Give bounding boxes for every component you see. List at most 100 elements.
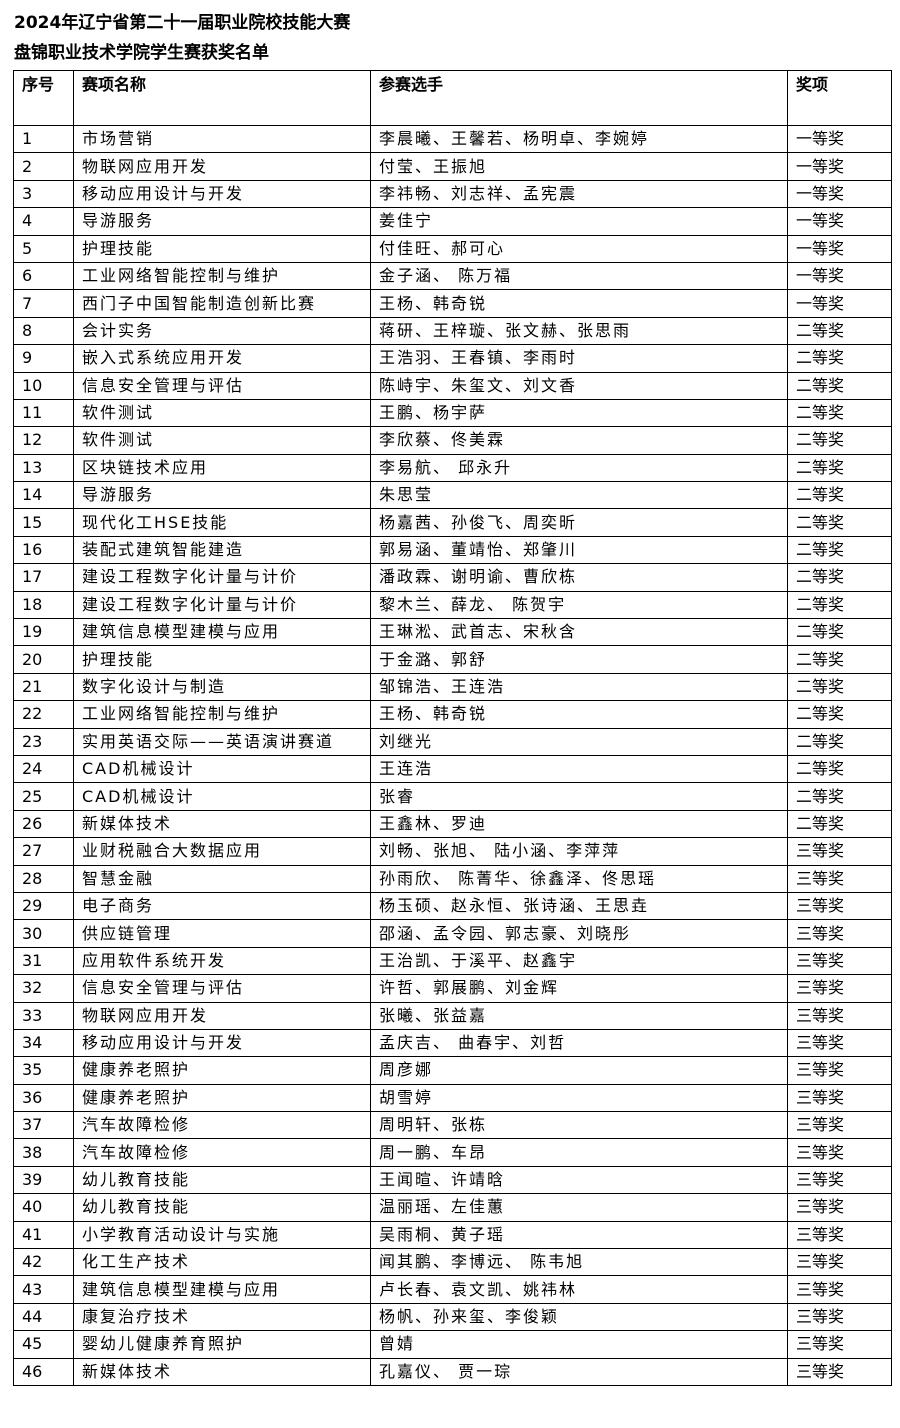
award-level: 三等奖	[787, 1248, 892, 1277]
table-row: 41 小学教育活动设计与实施 吴雨桐、黄子瑶 三等奖	[13, 1220, 892, 1250]
award-level: 三等奖	[787, 1220, 892, 1250]
header-event: 赛项名称	[73, 70, 371, 126]
award-level: 三等奖	[787, 837, 892, 866]
row-number: 44	[13, 1302, 74, 1332]
table-row: 7 西门子中国智能制造创新比赛 王杨、韩奇锐 一等奖	[13, 289, 892, 318]
table-row: 39 幼儿教育技能 王闻暄、许靖晗 三等奖	[13, 1165, 892, 1195]
award-level: 一等奖	[787, 289, 892, 318]
participants: 孔嘉仪、 贾一琮	[370, 1357, 788, 1386]
table-row: 15 现代化工HSE技能 杨嘉茜、孙俊飞、周奕昕 二等奖	[13, 508, 892, 537]
event-name: 智慧金融	[73, 864, 371, 893]
table-row: 18 建设工程数字化计量与计价 黎木兰、薛龙、 陈贺宇 二等奖	[13, 590, 892, 620]
row-number: 35	[13, 1056, 74, 1085]
participants: 许哲、郭展鹏、刘金辉	[370, 974, 788, 1003]
row-number: 39	[13, 1165, 74, 1195]
participants: 杨嘉茜、孙俊飞、周奕昕	[370, 508, 788, 537]
event-name: 业财税融合大数据应用	[73, 837, 371, 866]
row-number: 23	[13, 727, 74, 756]
table-row: 2 物联网应用开发 付莹、王振旭 一等奖	[13, 152, 892, 181]
event-name: 移动应用设计与开发	[73, 1028, 371, 1058]
row-number: 2	[13, 152, 74, 181]
award-level: 二等奖	[787, 344, 892, 373]
event-name: 健康养老照护	[73, 1083, 371, 1113]
table-row: 16 装配式建筑智能建造 郭易涵、董靖怡、郑肇川 二等奖	[13, 535, 892, 565]
participants: 王杨、韩奇锐	[370, 700, 788, 729]
award-level: 一等奖	[787, 124, 892, 154]
row-number: 43	[13, 1275, 74, 1304]
award-level: 三等奖	[787, 1001, 892, 1030]
table-row: 36 健康养老照护 胡雪婷 三等奖	[13, 1083, 892, 1113]
participants: 蒋研、王梓璇、张文赫、张思雨	[370, 316, 788, 346]
table-row: 38 汽车故障检修 周一鹏、车昂 三等奖	[13, 1138, 892, 1167]
table-row: 29 电子商务 杨玉硕、赵永恒、张诗涵、王思垚 三等奖	[13, 891, 892, 921]
header-players: 参赛选手	[370, 70, 788, 126]
award-level: 一等奖	[787, 152, 892, 181]
event-name: 实用英语交际——英语演讲赛道	[73, 727, 371, 756]
participants: 张曦、张益嘉	[370, 1001, 788, 1030]
row-number: 11	[13, 398, 74, 428]
participants: 金子涵、 陈万福	[370, 261, 788, 291]
award-level: 三等奖	[787, 1165, 892, 1195]
participants: 李晨曦、王馨若、杨明卓、李婉婷	[370, 124, 788, 154]
event-name: 建筑信息模型建模与应用	[73, 1275, 371, 1304]
participants: 卢长春、袁文凯、姚祎林	[370, 1275, 788, 1304]
event-name: CAD机械设计	[73, 754, 371, 784]
award-level: 二等奖	[787, 398, 892, 428]
table-row: 27 业财税融合大数据应用 刘畅、张旭、 陆小涵、李萍萍 三等奖	[13, 837, 892, 866]
event-name: 区块链技术应用	[73, 453, 371, 483]
award-level: 一等奖	[787, 179, 892, 209]
table-row: 6 工业网络智能控制与维护 金子涵、 陈万福 一等奖	[13, 261, 892, 291]
award-level: 三等奖	[787, 1138, 892, 1167]
participants: 王杨、韩奇锐	[370, 289, 788, 318]
event-name: 西门子中国智能制造创新比赛	[73, 289, 371, 318]
event-name: 新媒体技术	[73, 1357, 371, 1386]
participants: 李祎畅、刘志祥、孟宪震	[370, 179, 788, 209]
table-row: 35 健康养老照护 周彦娜 三等奖	[13, 1056, 892, 1085]
event-name: 数字化设计与制造	[73, 672, 371, 702]
event-name: 装配式建筑智能建造	[73, 535, 371, 565]
participants: 孟庆吉、 曲春宇、刘哲	[370, 1028, 788, 1058]
participants: 周明轩、张栋	[370, 1111, 788, 1140]
row-number: 28	[13, 864, 74, 893]
table-row: 22 工业网络智能控制与维护 王杨、韩奇锐 二等奖	[13, 700, 892, 729]
participants: 姜佳宁	[370, 207, 788, 236]
event-name: 导游服务	[73, 481, 371, 510]
participants: 曾婧	[370, 1330, 788, 1359]
participants: 胡雪婷	[370, 1083, 788, 1113]
table-row: 33 物联网应用开发 张曦、张益嘉 三等奖	[13, 1001, 892, 1030]
award-level: 三等奖	[787, 891, 892, 921]
participants: 付莹、王振旭	[370, 152, 788, 181]
event-name: 导游服务	[73, 207, 371, 236]
row-number: 46	[13, 1357, 74, 1386]
table-row: 10 信息安全管理与评估 陈峙宇、朱玺文、刘文香 二等奖	[13, 371, 892, 400]
table-header-row: 序号 赛项名称 参赛选手 奖项	[13, 70, 892, 126]
participants: 周彦娜	[370, 1056, 788, 1085]
table-row: 45 婴幼儿健康养育照护 曾婧 三等奖	[13, 1330, 892, 1359]
event-name: 康复治疗技术	[73, 1302, 371, 1332]
row-number: 37	[13, 1111, 74, 1140]
event-name: 婴幼儿健康养育照护	[73, 1330, 371, 1359]
participants: 付佳旺、郝可心	[370, 234, 788, 263]
event-name: CAD机械设计	[73, 782, 371, 811]
award-level: 二等奖	[787, 700, 892, 729]
award-level: 三等奖	[787, 1111, 892, 1140]
row-number: 14	[13, 481, 74, 510]
document-title: 2024年辽宁省第二十一届职业院校技能大赛	[14, 13, 351, 33]
table-row: 40 幼儿教育技能 温丽瑶、左佳蕙 三等奖	[13, 1193, 892, 1222]
header-award: 奖项	[787, 70, 892, 126]
row-number: 24	[13, 754, 74, 784]
award-table: 序号 赛项名称 参赛选手 奖项 1 市场营销 李晨曦、王馨若、杨明卓、李婉婷 一等奖 2…	[13, 70, 892, 1386]
event-name: 建设工程数字化计量与计价	[73, 563, 371, 592]
row-number: 18	[13, 590, 74, 620]
table-row: 31 应用软件系统开发 王治凯、于溪平、赵鑫宇 三等奖	[13, 946, 892, 976]
event-name: 供应链管理	[73, 919, 371, 948]
row-number: 31	[13, 946, 74, 976]
participants: 孙雨欣、 陈菁华、徐鑫泽、佟思瑶	[370, 864, 788, 893]
table-row: 34 移动应用设计与开发 孟庆吉、 曲春宇、刘哲 三等奖	[13, 1028, 892, 1058]
event-name: 嵌入式系统应用开发	[73, 344, 371, 373]
row-number: 13	[13, 453, 74, 483]
row-number: 4	[13, 207, 74, 236]
participants: 王闻暄、许靖晗	[370, 1165, 788, 1195]
row-number: 7	[13, 289, 74, 318]
table-row: 12 软件测试 李欣蔡、佟美霖 二等奖	[13, 426, 892, 455]
